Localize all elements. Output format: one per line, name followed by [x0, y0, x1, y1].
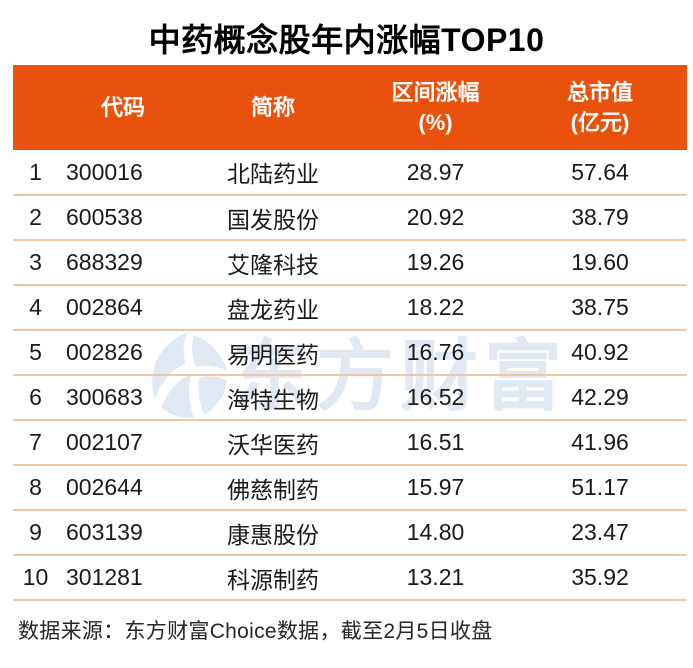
cell-code: 603139: [66, 519, 143, 545]
cell-name: 康惠股份: [227, 521, 319, 548]
stocks-table: 代码 简称 区间涨幅 (%) 总市值 (亿元) 1 300016 北陆药: [13, 65, 687, 601]
table-row: 7 002107 沃华医药 16.51 41.96: [13, 420, 687, 465]
table-row: 4 002864 盘龙药业 18.22 38.75: [13, 285, 687, 330]
stocks-table-wrap: 代码 简称 区间涨幅 (%) 总市值 (亿元) 1 300016 北陆药: [13, 65, 687, 601]
cell-change: 20.92: [406, 204, 465, 230]
cell-name: 科源制药: [227, 566, 319, 593]
cell-marketcap: 57.64: [571, 158, 629, 185]
table-row: 1 300016 北陆药业 28.97 57.64: [13, 150, 687, 195]
cell-rank: 6: [29, 384, 42, 410]
table-row: 2 600538 国发股份 20.92 38.79: [13, 195, 687, 240]
cell-change: 15.97: [406, 474, 465, 500]
page-title: 中药概念股年内涨幅TOP10: [148, 22, 545, 58]
cell-change: 19.26: [406, 249, 465, 275]
cell-change: 13.21: [406, 564, 465, 590]
table-row: 6 300683 海特生物 16.52 42.29: [13, 375, 687, 420]
cell-rank: 10: [22, 564, 49, 590]
cell-rank: 2: [29, 204, 42, 230]
cell-rank: 1: [29, 158, 42, 185]
cell-marketcap: 35.92: [571, 564, 629, 590]
column-header-change: 区间涨幅 (%): [358, 65, 513, 150]
column-header-code: 代码: [58, 65, 188, 150]
cell-name: 沃华医药: [227, 431, 319, 458]
cell-code: 002826: [66, 339, 143, 365]
cell-code: 301281: [66, 564, 143, 590]
cell-rank: 8: [29, 474, 42, 500]
cell-marketcap: 42.29: [571, 384, 629, 410]
column-header-rank: [13, 65, 58, 150]
cell-code: 002107: [66, 429, 143, 455]
cell-rank: 4: [29, 294, 42, 320]
cell-marketcap: 41.96: [571, 429, 629, 455]
cell-marketcap: 23.47: [571, 519, 629, 545]
cell-name: 易明医药: [227, 341, 319, 368]
table-row: 3 688329 艾隆科技 19.26 19.60: [13, 240, 687, 285]
column-header-change-line1: 区间涨幅: [391, 79, 480, 105]
cell-code: 688329: [66, 249, 143, 275]
column-header-marketcap-line2: (亿元): [570, 109, 630, 135]
cell-rank: 7: [29, 429, 42, 455]
cell-marketcap: 51.17: [571, 474, 629, 500]
cell-rank: 3: [29, 249, 42, 275]
cell-change: 16.76: [406, 339, 465, 365]
cell-name: 佛慈制药: [227, 476, 319, 503]
table-row: 10 301281 科源制药 13.21 35.92: [13, 555, 687, 600]
column-header-marketcap-line1: 总市值: [566, 79, 633, 105]
cell-change: 14.80: [406, 519, 465, 545]
cell-marketcap: 38.79: [571, 204, 629, 230]
cell-change: 28.97: [406, 158, 465, 185]
cell-code: 300016: [66, 158, 143, 185]
column-header-marketcap: 总市值 (亿元): [513, 65, 687, 150]
column-header-name: 简称: [188, 65, 358, 150]
column-header-change-line2: (%): [418, 109, 453, 135]
cell-name: 国发股份: [227, 206, 319, 233]
cell-marketcap: 38.75: [571, 294, 629, 320]
cell-code: 002864: [66, 294, 143, 320]
cell-marketcap: 40.92: [571, 339, 629, 365]
table-header: 代码 简称 区间涨幅 (%) 总市值 (亿元): [13, 65, 687, 150]
table-row: 8 002644 佛慈制药 15.97 51.17: [13, 465, 687, 510]
cell-name: 艾隆科技: [227, 251, 319, 278]
cell-code: 300683: [66, 384, 143, 410]
cell-name: 海特生物: [227, 386, 319, 413]
table-row: 9 603139 康惠股份 14.80 23.47: [13, 510, 687, 555]
cell-code: 002644: [66, 474, 143, 500]
cell-rank: 9: [29, 519, 42, 545]
table-row: 5 002826 易明医药 16.76 40.92: [13, 330, 687, 375]
cell-change: 16.51: [406, 429, 465, 455]
cell-change: 16.52: [406, 384, 465, 410]
cell-code: 600538: [66, 204, 143, 230]
cell-name: 盘龙药业: [227, 296, 319, 323]
cell-change: 18.22: [406, 294, 465, 320]
data-source-note: 数据来源：东方财富Choice数据，截至2月5日收盘: [18, 620, 493, 643]
cell-marketcap: 19.60: [571, 249, 629, 275]
cell-name: 北陆药业: [227, 161, 319, 187]
cell-rank: 5: [29, 339, 42, 365]
